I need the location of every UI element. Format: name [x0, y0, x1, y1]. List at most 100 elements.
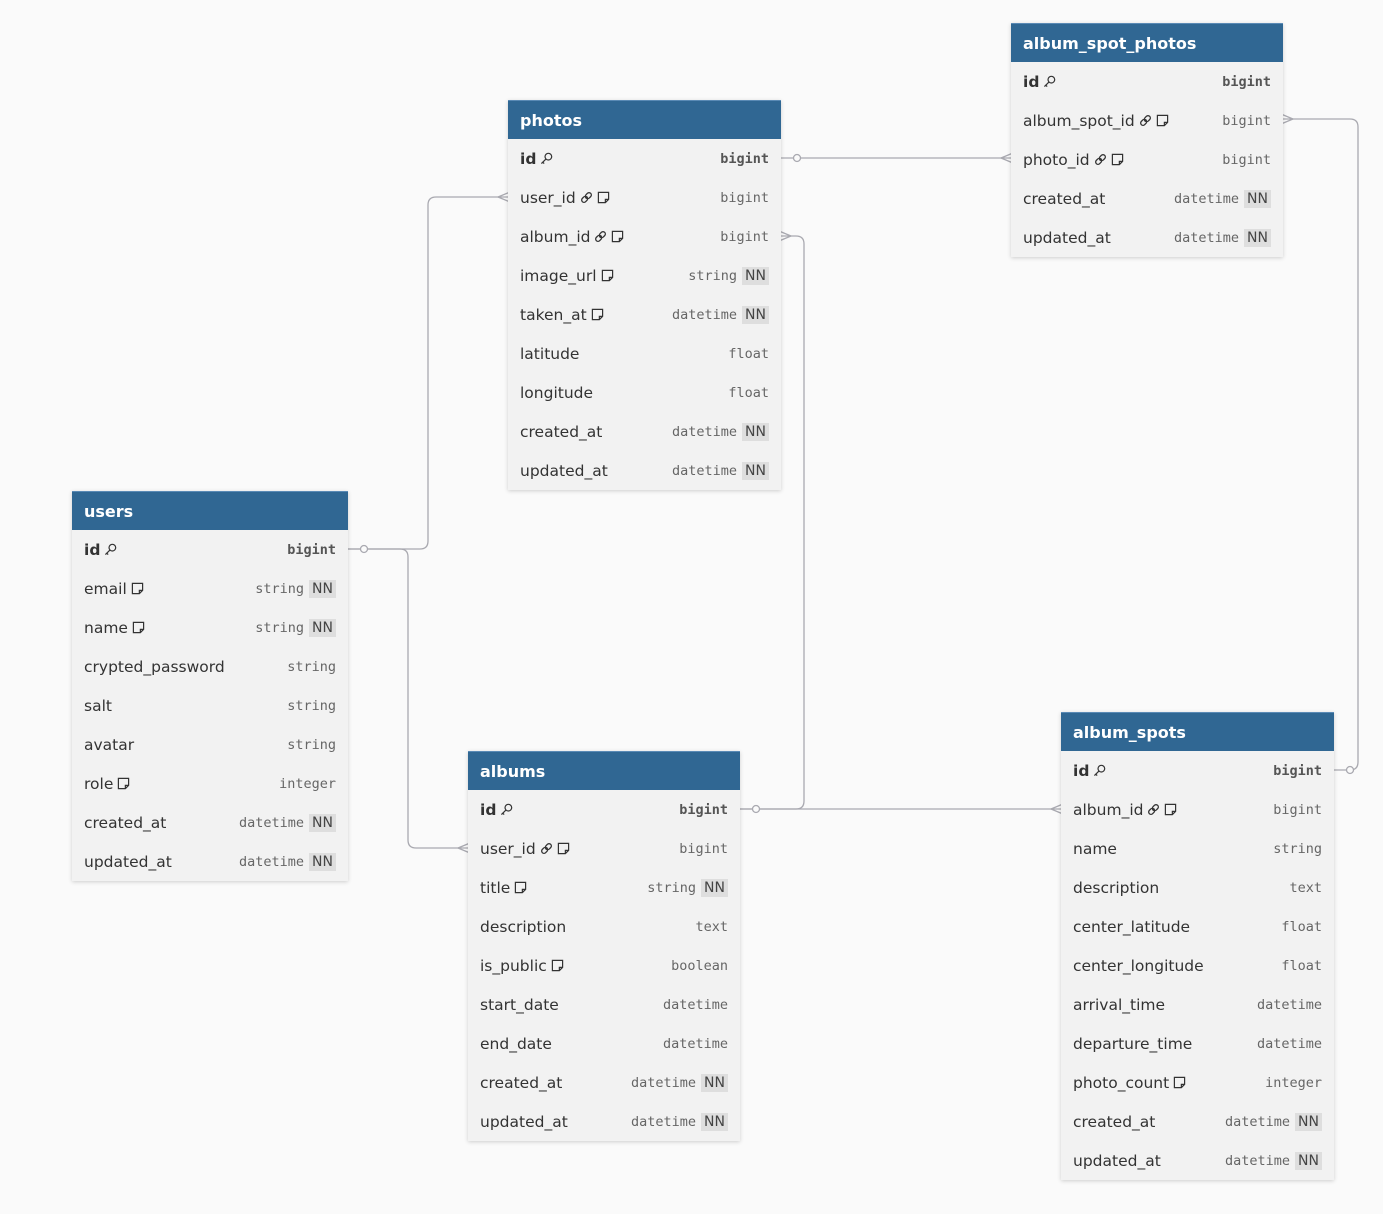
column-type: text: [695, 918, 728, 935]
column-row[interactable]: updated_at datetime NN: [468, 1102, 740, 1141]
column-type: datetime: [672, 306, 738, 323]
column-row[interactable]: center_latitude float: [1061, 907, 1334, 946]
column-name: id: [520, 149, 537, 168]
not-null-badge: NN: [1295, 1112, 1322, 1131]
column-type: datetime: [672, 423, 738, 440]
column-row[interactable]: created_at datetime NN: [1061, 1102, 1334, 1141]
column-row[interactable]: latitude float: [508, 334, 781, 373]
column-name: photo_count: [1073, 1073, 1170, 1092]
column-row[interactable]: description text: [1061, 868, 1334, 907]
column-name: name: [1073, 839, 1117, 858]
note-icon: [607, 228, 624, 246]
column-row[interactable]: is_public boolean: [468, 946, 740, 985]
column-row[interactable]: user_id bigint: [508, 178, 781, 217]
column-row[interactable]: avatar string: [72, 725, 348, 764]
column-row[interactable]: id bigint: [508, 139, 781, 178]
table-users[interactable]: users id bigint email string NN name string N…: [72, 491, 348, 881]
column-row[interactable]: end_date datetime: [468, 1024, 740, 1063]
column-row[interactable]: arrival_time datetime: [1061, 985, 1334, 1024]
column-row[interactable]: album_spot_id bigint: [1011, 101, 1283, 140]
not-null-badge: NN: [309, 579, 336, 598]
column-name: updated_at: [480, 1112, 568, 1131]
column-type: string: [255, 580, 305, 597]
column-type: datetime: [631, 1113, 697, 1130]
not-null-badge: NN: [1295, 1151, 1322, 1170]
table-album_spots[interactable]: album_spots id bigint album_id bigint name…: [1061, 712, 1334, 1180]
column-name: longitude: [520, 383, 594, 402]
column-row[interactable]: taken_at datetime NN: [508, 295, 781, 334]
column-type: datetime: [662, 1035, 728, 1052]
column-type: datetime: [1225, 1113, 1291, 1130]
column-row[interactable]: title string NN: [468, 868, 740, 907]
column-row[interactable]: id bigint: [72, 530, 348, 569]
column-row[interactable]: updated_at datetime NN: [1011, 218, 1283, 257]
column-row[interactable]: created_at datetime NN: [1011, 179, 1283, 218]
column-row[interactable]: user_id bigint: [468, 829, 740, 868]
column-name: photo_id: [1023, 150, 1090, 169]
column-row[interactable]: updated_at datetime NN: [72, 842, 348, 881]
table-albums[interactable]: albums id bigint user_id bigint title strin…: [468, 751, 740, 1141]
table-photos[interactable]: photos id bigint user_id bigint album_id bi…: [508, 100, 781, 490]
note-icon: [1160, 801, 1177, 819]
key-icon: [1089, 762, 1106, 780]
column-row[interactable]: id bigint: [1061, 751, 1334, 790]
table-album_spot_photos[interactable]: album_spot_photos id bigint album_spot_id…: [1011, 23, 1283, 257]
key-icon: [100, 541, 117, 559]
column-name: end_date: [480, 1034, 552, 1053]
column-row[interactable]: image_url string NN: [508, 256, 781, 295]
table-header[interactable]: album_spots: [1061, 712, 1334, 751]
column-type: bigint: [679, 840, 728, 857]
one-marker: [792, 153, 802, 163]
column-row[interactable]: name string: [1061, 829, 1334, 868]
column-row[interactable]: crypted_password string: [72, 647, 348, 686]
column-row[interactable]: updated_at datetime NN: [508, 451, 781, 490]
link-icon: [590, 228, 607, 246]
key-icon: [496, 801, 513, 819]
not-null-badge: NN: [701, 878, 728, 897]
column-type: bigint: [287, 541, 336, 558]
table-header[interactable]: users: [72, 491, 348, 530]
table-header[interactable]: photos: [508, 100, 781, 139]
column-type: datetime: [1256, 1035, 1322, 1052]
not-null-badge: NN: [309, 813, 336, 832]
column-type: bigint: [1222, 73, 1271, 90]
column-name: name: [84, 618, 128, 637]
column-row[interactable]: departure_time datetime: [1061, 1024, 1334, 1063]
column-row[interactable]: updated_at datetime NN: [1061, 1141, 1334, 1180]
column-type: string: [647, 879, 697, 896]
column-row[interactable]: start_date datetime: [468, 985, 740, 1024]
not-null-badge: NN: [1244, 189, 1271, 208]
column-row[interactable]: created_at datetime NN: [72, 803, 348, 842]
column-type: datetime: [239, 814, 305, 831]
key-icon: [536, 150, 553, 168]
column-row[interactable]: album_id bigint: [1061, 790, 1334, 829]
column-type: string: [287, 658, 336, 675]
link-icon: [1090, 151, 1107, 169]
note-icon: [547, 957, 564, 975]
column-row[interactable]: album_id bigint: [508, 217, 781, 256]
column-name: album_spot_id: [1023, 111, 1135, 130]
table-header[interactable]: albums: [468, 751, 740, 790]
note-icon: [553, 840, 570, 858]
column-row[interactable]: salt string: [72, 686, 348, 725]
column-name: description: [1073, 878, 1160, 897]
one-marker: [751, 804, 761, 814]
link-icon: [536, 840, 553, 858]
column-row[interactable]: center_longitude float: [1061, 946, 1334, 985]
column-row[interactable]: created_at datetime NN: [508, 412, 781, 451]
column-row[interactable]: longitude float: [508, 373, 781, 412]
column-name: arrival_time: [1073, 995, 1166, 1014]
table-header[interactable]: album_spot_photos: [1011, 23, 1283, 62]
one-marker: [1345, 765, 1355, 775]
column-row[interactable]: photo_id bigint: [1011, 140, 1283, 179]
column-row[interactable]: role integer: [72, 764, 348, 803]
column-row[interactable]: photo_count integer: [1061, 1063, 1334, 1102]
column-row[interactable]: email string NN: [72, 569, 348, 608]
column-row[interactable]: name string NN: [72, 608, 348, 647]
note-icon: [113, 775, 130, 793]
rel-spots-asp: [1283, 118, 1359, 771]
column-row[interactable]: description text: [468, 907, 740, 946]
column-row[interactable]: created_at datetime NN: [468, 1063, 740, 1102]
column-row[interactable]: id bigint: [468, 790, 740, 829]
column-row[interactable]: id bigint: [1011, 62, 1283, 101]
